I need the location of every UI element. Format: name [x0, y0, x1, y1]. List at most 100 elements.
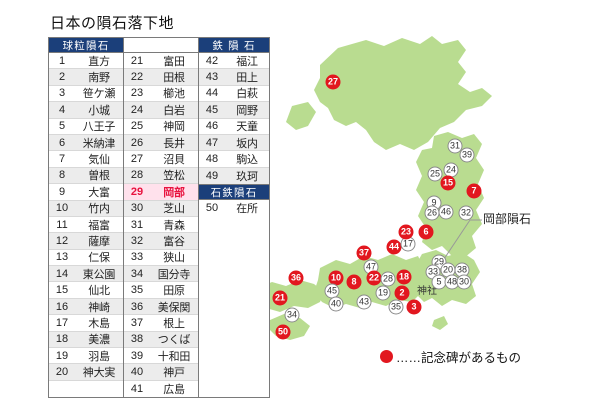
table-row: 32 富谷: [124, 233, 198, 250]
table-column-chondrite-1: 球粒隕石 1 直方 2 南野 3 笹ケ瀬 4 小城 5 八王子 6 米納津 7 気仙 8 曽根 9 大富 10 竹内 1…: [49, 38, 124, 398]
table-cell-number: 28: [130, 169, 144, 182]
map-marker-18[interactable]: 18: [396, 269, 412, 285]
map-marker-10[interactable]: 10: [328, 270, 344, 286]
map-marker-8[interactable]: 8: [346, 274, 362, 290]
table-cell-number: 16: [55, 300, 69, 313]
table-cell-name: 芝山: [163, 203, 185, 216]
map-marker-50[interactable]: 50: [275, 324, 291, 340]
table-row: 30 芝山: [124, 200, 198, 217]
table-cell-number: 38: [130, 333, 144, 346]
map-marker-2[interactable]: 2: [394, 285, 410, 301]
table-column-3-subrows: 50 在所: [199, 200, 269, 217]
table-column-chondrite-2: 21 富田 22 田根 23 櫛池 24 白岩 25 神岡 26 長井 27 沼貝 28 笠松 29 岡部 30 芝山…: [124, 38, 199, 398]
table-cell-name: 直方: [88, 55, 110, 68]
map-marker-26[interactable]: 26: [424, 205, 440, 221]
map-marker-6[interactable]: 6: [418, 224, 434, 240]
table-cell-number: 15: [55, 284, 69, 297]
map-marker-46[interactable]: 46: [438, 204, 454, 220]
table-cell-number: 44: [205, 87, 219, 100]
table-cell-number: 23: [130, 87, 144, 100]
map-marker-36[interactable]: 36: [288, 270, 304, 286]
map-marker-7[interactable]: 7: [466, 183, 482, 199]
table-cell-name: 広島: [163, 384, 185, 396]
map-marker-28[interactable]: 28: [380, 271, 396, 287]
meteorite-table: 球粒隕石 1 直方 2 南野 3 笹ケ瀬 4 小城 5 八王子 6 米納津 7 気仙 8 曽根 9 大富 10 竹内 1…: [48, 37, 270, 399]
table-cell-name: 駒込: [236, 154, 258, 167]
table-row: 43 田上: [199, 69, 269, 86]
table-cell-number: 30: [130, 202, 144, 215]
table-cell-number: 11: [56, 218, 68, 231]
map-marker-27[interactable]: 27: [325, 74, 341, 90]
table-cell-number: 3: [58, 87, 66, 100]
table-cell-number: 32: [130, 234, 144, 247]
table-cell-name: 青森: [163, 219, 185, 232]
table-cell-number: 36: [130, 300, 144, 313]
table-row: 28 笠松: [124, 167, 198, 185]
table-row: 20 神大実: [49, 364, 123, 381]
table-cell-name: 神戸: [163, 367, 185, 380]
table-cell-number: 40: [130, 366, 144, 379]
table-cell-name: 仁保: [88, 252, 110, 265]
map-marker-35[interactable]: 35: [388, 299, 404, 315]
table-row: 31 青森: [124, 216, 198, 234]
table-cell-name: 天童: [236, 121, 258, 134]
map-marker-21[interactable]: 21: [272, 290, 288, 306]
table-cell-name: 米納津: [82, 137, 116, 150]
table-row: 22 田根: [124, 69, 198, 86]
map-marker-34[interactable]: 34: [284, 307, 300, 323]
table-cell-number: 47: [205, 136, 219, 149]
map-marker-37[interactable]: 37: [356, 245, 372, 261]
table-cell-name: 笠松: [163, 170, 185, 183]
table-cell-name: 白岩: [163, 104, 185, 117]
map-marker-43[interactable]: 43: [356, 294, 372, 310]
table-cell-number: 46: [205, 120, 219, 133]
table-cell-name: 富谷: [163, 236, 185, 248]
map-marker-40[interactable]: 40: [328, 296, 344, 312]
table-header-chondrite: 球粒隕石: [49, 38, 123, 53]
table-row: 42 福江: [199, 53, 269, 70]
table-cell-number: 24: [130, 103, 144, 116]
table-cell-number: 8: [58, 169, 66, 182]
table-row: 47 坂内: [199, 134, 269, 152]
map-marker-39[interactable]: 39: [459, 147, 475, 163]
map-marker-3[interactable]: 3: [406, 299, 422, 315]
map-marker-25[interactable]: 25: [427, 166, 443, 182]
table-row: 10 竹内: [49, 200, 123, 217]
map-marker-15[interactable]: 15: [440, 175, 456, 191]
table-row: 1 直方: [49, 53, 123, 70]
map-marker-23[interactable]: 23: [398, 224, 414, 240]
map-marker-19[interactable]: 19: [375, 285, 391, 301]
map-marker-30[interactable]: 30: [456, 274, 472, 290]
map-marker-44[interactable]: 44: [386, 239, 402, 255]
table-row: 5 八王子: [49, 118, 123, 135]
table-row: 27 沼貝: [124, 151, 198, 168]
table-cell-number: 5: [58, 120, 66, 133]
table-cell-number: 29: [130, 185, 144, 198]
table-row: 40 神戸: [124, 364, 198, 381]
table-row: 39 十和田: [124, 348, 198, 365]
table-cell-number: 21: [130, 54, 144, 67]
table-row: 9 大富: [49, 184, 123, 201]
table-row: 41 広島: [124, 380, 198, 398]
table-cell-name: 小城: [88, 104, 110, 117]
table-cell-name: 狭山: [163, 252, 185, 265]
table-row: 35 田原: [124, 282, 198, 299]
table-cell-name: 仙北: [88, 285, 110, 298]
map-marker-22[interactable]: 22: [366, 270, 382, 286]
map-marker-31[interactable]: 31: [447, 138, 463, 154]
table-cell-number: 7: [58, 153, 66, 166]
table-cell-name: 岡部: [163, 186, 185, 199]
table-cell-number: 20: [55, 366, 69, 379]
map-marker-32[interactable]: 32: [458, 205, 474, 221]
table-cell-name: 岡野: [236, 104, 258, 117]
table-row: 33 狭山: [124, 249, 198, 267]
table-column-iron: 鉄 隕 石 42 福江 43 田上 44 白萩 45 岡野 46 天童 47 坂内 48 駒込 49 玖珂 石…: [199, 38, 269, 398]
table-row: 23 櫛池: [124, 85, 198, 103]
table-cell-name: 木島: [88, 317, 110, 330]
table-cell-name: 竹内: [88, 203, 110, 216]
table-cell-number: 26: [130, 136, 144, 149]
table-cell-name: 根上: [163, 317, 185, 330]
page-title: 日本の隕石落下地: [50, 15, 175, 32]
map-legend: ……記念碑があるもの: [380, 347, 521, 366]
